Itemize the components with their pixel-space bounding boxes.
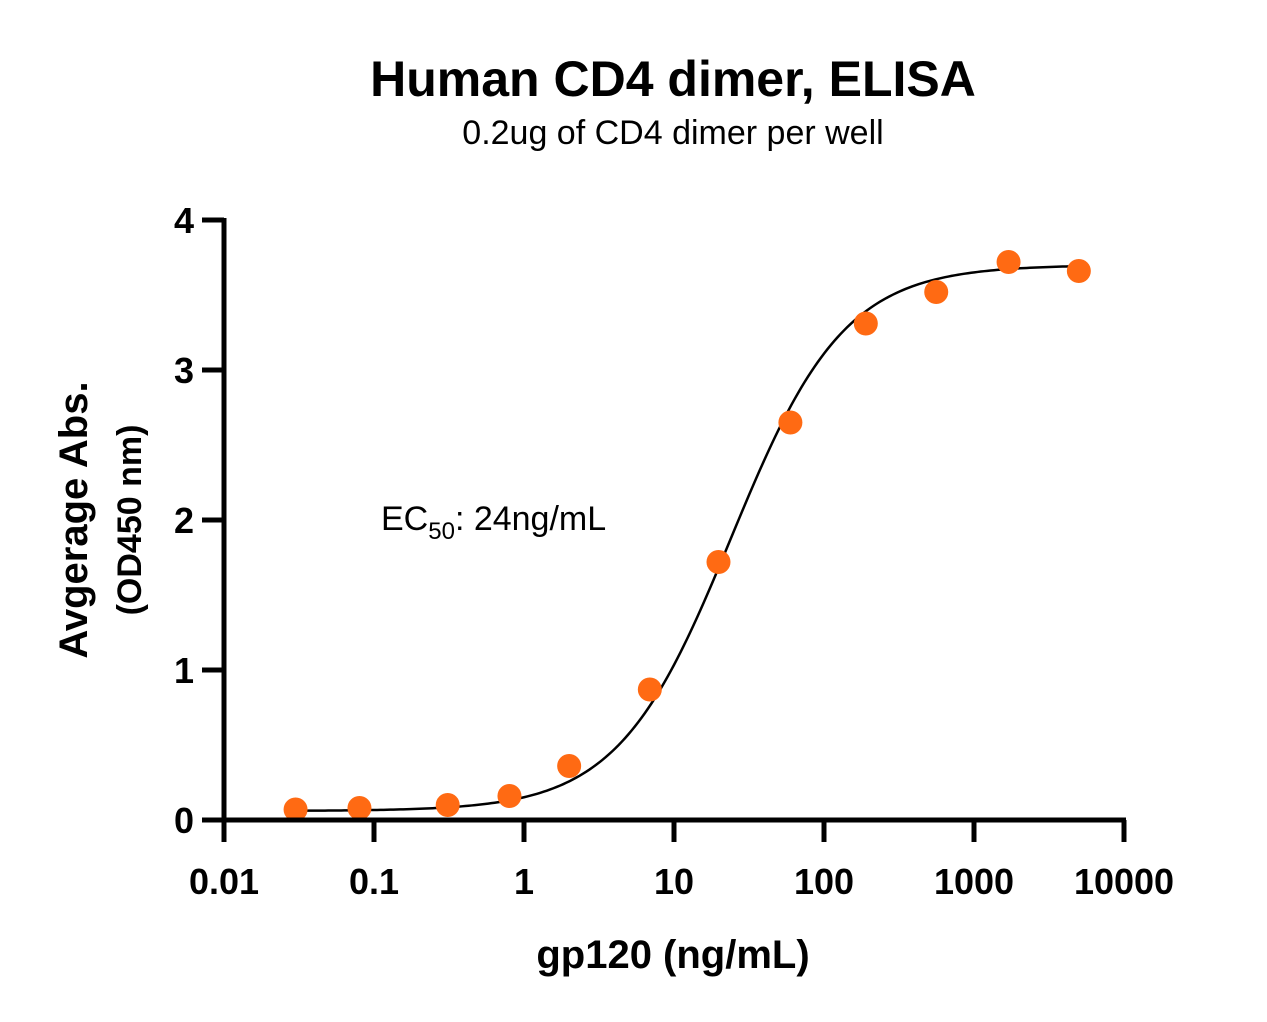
data-point — [924, 280, 949, 304]
data-point — [706, 550, 731, 574]
data-point — [853, 311, 878, 336]
y-tick-label: 0 — [174, 800, 194, 841]
data-point — [347, 796, 372, 820]
y-axis-subtitle: (OD450 nm) — [111, 425, 149, 616]
ec50-annotation: EC50: 24ng/mL — [381, 500, 606, 545]
data-point — [637, 677, 662, 702]
x-axis-title: gp120 (ng/mL) — [536, 933, 809, 977]
x-tick-label: 10 — [654, 861, 694, 902]
chart-subtitle: 0.2ug of CD4 dimer per well — [462, 114, 883, 152]
ec50-value: : 24ng/mL — [455, 500, 606, 538]
x-tick-label: 0.1 — [349, 861, 399, 902]
y-axis-title: Avgerage Abs. — [52, 381, 96, 658]
x-tick-label: 0.01 — [189, 861, 259, 902]
y-tick-label: 2 — [174, 500, 194, 541]
ec50-subscript: 50 — [428, 518, 455, 545]
ec50-prefix: EC — [381, 500, 428, 538]
data-point — [497, 784, 522, 808]
y-tick-label: 3 — [174, 350, 194, 391]
x-tick-label: 10000 — [1074, 861, 1174, 902]
data-points-layer — [283, 250, 1091, 822]
data-point — [1066, 259, 1091, 283]
ticks: 0 1 2 3 4 0.01 0.1 1 10 100 1000 10000 — [174, 200, 1174, 902]
chart-title: Human CD4 dimer, ELISA — [370, 51, 976, 107]
x-tick-label: 1 — [514, 861, 534, 902]
y-tick-label: 1 — [174, 650, 194, 691]
x-tick-label: 100 — [794, 861, 854, 902]
data-point — [435, 793, 460, 817]
y-tick-label: 4 — [174, 200, 194, 241]
fit-curve — [295, 264, 1079, 812]
axes — [221, 218, 1126, 823]
data-point — [283, 797, 308, 822]
fit-curve-layer — [295, 264, 1079, 812]
data-point — [778, 410, 803, 435]
data-point — [557, 754, 582, 778]
data-point — [996, 250, 1021, 274]
x-tick-label: 1000 — [934, 861, 1014, 902]
